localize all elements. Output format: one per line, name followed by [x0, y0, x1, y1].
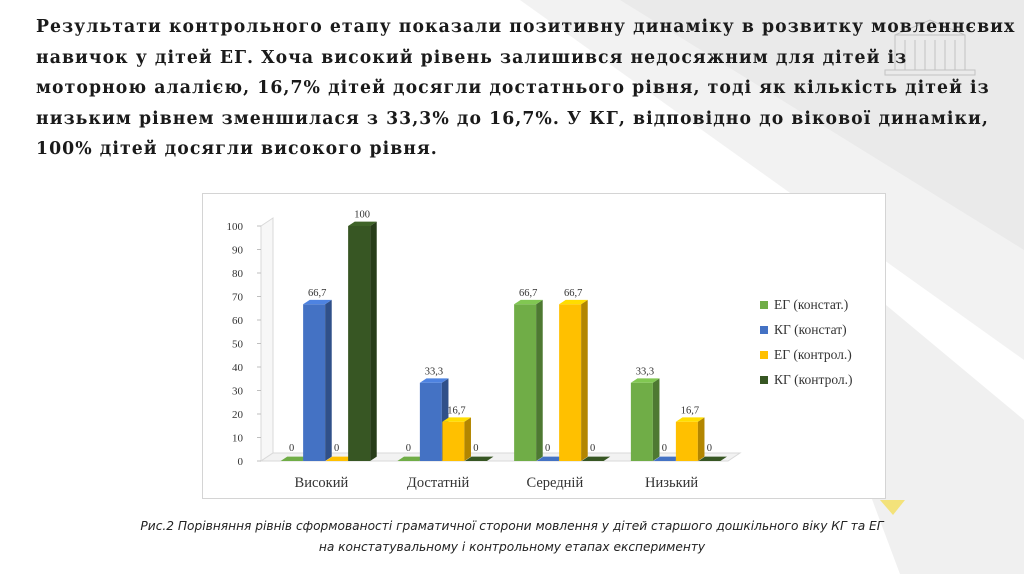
bar-top [559, 299, 588, 305]
bar-front [419, 382, 442, 461]
bar [280, 456, 310, 461]
bar-chart: 0 10 20 30 40 50 60 70 80 90 100 0 66,7 0 100 Високий 0 3… [202, 193, 886, 499]
bar-zero [536, 456, 566, 461]
data-label: 0 [473, 443, 478, 454]
bar-side [536, 299, 543, 461]
chart-side-wall [260, 217, 274, 462]
bar [348, 221, 377, 461]
bar-front [630, 382, 653, 461]
data-label: 66,7 [519, 288, 537, 299]
y-tick-label: 20 [232, 409, 244, 421]
bar [397, 456, 426, 461]
building-watermark-icon [884, 19, 976, 76]
category-label: Високий [295, 475, 349, 491]
data-label: 66,7 [564, 288, 582, 299]
bar-top [348, 221, 377, 226]
y-tick-label: 100 [227, 221, 244, 233]
bar-side [325, 299, 332, 461]
bar-top [630, 378, 660, 383]
legend-entry: КГ (констат) [774, 322, 847, 337]
bar-zero [653, 456, 682, 461]
bar-zero [280, 456, 310, 461]
data-label: 16,7 [681, 405, 699, 416]
bar-top [303, 299, 332, 305]
bar [442, 417, 471, 461]
chart-canvas: 0 10 20 30 40 50 60 70 80 90 100 0 66,7 0 100 Високий 0 3… [227, 210, 853, 491]
bar-side [652, 378, 660, 461]
data-label: 0 [334, 443, 339, 454]
category-label: Достатній [407, 475, 470, 491]
bar [303, 299, 332, 461]
bar-zero [581, 456, 611, 461]
data-label: 16,7 [447, 405, 465, 416]
bar-front [348, 226, 371, 461]
bar-top [419, 378, 449, 383]
bar-top [442, 417, 471, 422]
bar-top [514, 299, 543, 305]
category-label: Низький [645, 475, 698, 491]
bar [581, 456, 611, 461]
legend-swatch [760, 301, 768, 309]
bar-front [303, 304, 326, 461]
bar [536, 456, 566, 461]
y-tick-label: 0 [238, 456, 244, 468]
data-label: 66,7 [308, 288, 326, 299]
caption-line-2: на констатувальному і контрольному етапа… [318, 540, 706, 554]
bar-zero [698, 456, 727, 461]
legend-swatch [760, 326, 768, 334]
legend-entry: ЕГ (контрол.) [774, 347, 852, 362]
bar [630, 378, 660, 461]
bar-zero [464, 456, 494, 461]
data-label: 0 [707, 443, 712, 454]
data-label: 0 [662, 443, 667, 454]
bar-side [697, 417, 705, 461]
y-tick-label: 40 [232, 362, 244, 374]
caption-line-1: Рис.2 Порівняння рівнів сформованості гр… [140, 519, 884, 533]
data-label: 33,3 [636, 366, 654, 377]
category-label: Середній [527, 475, 584, 491]
figure-caption: Рис.2 Порівняння рівнів сформованості гр… [40, 516, 984, 558]
legend-swatch [760, 351, 768, 359]
bar-front [559, 304, 582, 461]
bar-side [464, 417, 471, 461]
y-tick-label: 80 [232, 268, 244, 280]
bar-front [675, 421, 698, 461]
data-label: 0 [406, 443, 411, 454]
bar-side [370, 221, 377, 461]
bar [653, 456, 682, 461]
data-label: 0 [289, 443, 294, 454]
bar-front [442, 421, 465, 461]
bar [325, 456, 355, 461]
bar-front [514, 304, 537, 461]
y-tick-label: 10 [232, 433, 244, 445]
bar [464, 456, 494, 461]
data-label: 0 [545, 443, 550, 454]
legend-swatch [760, 376, 768, 384]
y-tick-label: 90 [232, 245, 244, 257]
y-tick-label: 50 [232, 339, 244, 351]
legend-entry: КГ (контрол.) [774, 372, 853, 387]
bar-side [581, 299, 588, 461]
bar-zero [397, 456, 426, 461]
bar-zero [325, 456, 355, 461]
legend-entry: ЕГ (констат.) [774, 297, 848, 312]
y-tick-label: 60 [232, 315, 244, 327]
data-label: 0 [590, 443, 595, 454]
bar [698, 456, 727, 461]
bar-top [675, 417, 705, 422]
y-tick-label: 70 [232, 292, 244, 304]
bar [675, 417, 705, 461]
bar [514, 299, 543, 461]
headline-text: Результати контрольного етапу показали п… [36, 17, 1016, 159]
data-label: 33,3 [425, 366, 443, 377]
bar [559, 299, 588, 461]
data-label: 100 [354, 210, 370, 221]
y-tick-label: 30 [232, 386, 244, 398]
